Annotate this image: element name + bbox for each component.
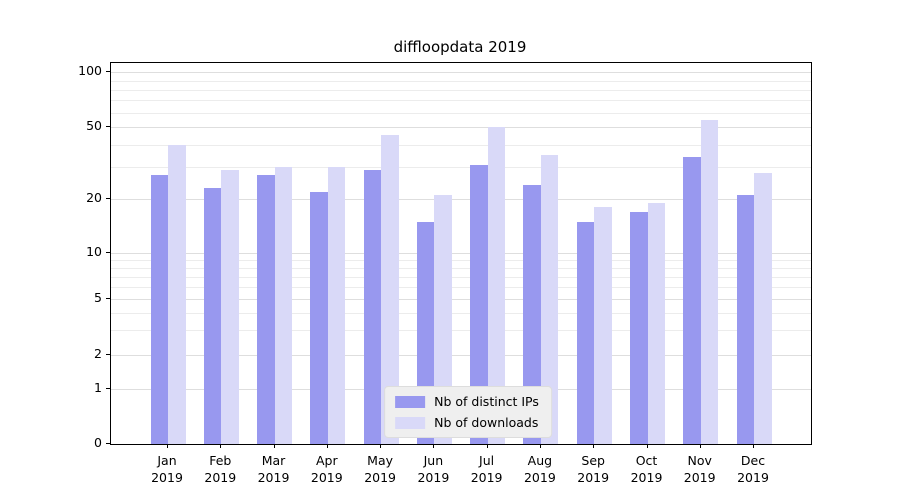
minor-gridline <box>111 286 811 288</box>
x-tick-mark <box>220 444 222 448</box>
minor-gridline <box>111 100 811 102</box>
x-tick-label: Oct 2019 <box>630 453 663 485</box>
bar-downloads <box>540 155 559 444</box>
y-tick-mark <box>106 353 110 355</box>
bar-downloads <box>594 207 612 444</box>
x-tick-mark <box>646 444 648 448</box>
bar-downloads <box>754 172 772 444</box>
y-tick-label: 50 <box>86 118 102 133</box>
bar-downloads <box>327 167 346 444</box>
x-tick-label: Aug 2019 <box>523 453 556 485</box>
x-tick-mark <box>593 444 595 448</box>
y-tick-mark <box>106 252 110 254</box>
y-tick-mark <box>106 126 110 127</box>
major-gridline <box>111 354 811 356</box>
x-tick-label: Jan 2019 <box>151 453 183 485</box>
minor-gridline <box>111 312 811 314</box>
plot-area: Nb of distinct IPs Nb of downloads <box>110 62 812 445</box>
bar-distinct-ips <box>576 221 595 444</box>
x-tick-label: Apr 2019 <box>310 453 343 485</box>
bar-distinct-ips <box>257 175 275 444</box>
major-gridline <box>111 253 811 255</box>
bar-distinct-ips <box>683 157 701 444</box>
y-tick-label: 20 <box>86 190 102 205</box>
legend-swatch-downloads-icon <box>395 416 426 429</box>
minor-gridline <box>111 80 811 82</box>
y-tick-label: 2 <box>94 345 102 361</box>
bar-downloads <box>168 144 186 444</box>
y-tick-mark <box>106 443 110 444</box>
y-tick-mark <box>106 388 110 390</box>
x-tick-label: Dec 2019 <box>737 453 769 485</box>
y-tick-label: 10 <box>86 244 102 260</box>
bar-distinct-ips <box>470 164 488 444</box>
bar-distinct-ips <box>630 211 648 444</box>
x-tick-mark <box>380 444 382 448</box>
bar-downloads <box>647 203 665 444</box>
y-tick-label: 5 <box>94 289 102 305</box>
x-tick-mark <box>699 444 701 448</box>
x-tick-mark <box>326 444 328 448</box>
bar-distinct-ips <box>523 184 541 444</box>
x-tick-mark <box>167 444 168 448</box>
minor-gridline <box>111 144 811 146</box>
bar-downloads <box>700 119 719 444</box>
x-tick-mark <box>433 444 435 448</box>
x-tick-label: Sep 2019 <box>577 453 610 485</box>
legend-label-downloads: Nb of downloads <box>434 415 539 430</box>
legend: Nb of distinct IPs Nb of downloads <box>384 386 552 438</box>
x-tick-label: May 2019 <box>364 453 396 485</box>
y-tick-mark <box>106 297 110 299</box>
x-tick-label: Feb 2019 <box>204 453 237 485</box>
minor-gridline <box>111 267 811 269</box>
x-tick-label: Mar 2019 <box>257 453 290 485</box>
minor-gridline <box>111 260 811 262</box>
minor-gridline <box>111 276 811 278</box>
major-gridline <box>111 199 811 200</box>
x-tick-label: Nov 2019 <box>683 453 716 485</box>
y-tick-label: 100 <box>78 63 102 79</box>
x-tick-mark <box>486 444 488 448</box>
y-tick-label: 0 <box>94 435 102 450</box>
legend-item-distinct-ips: Nb of distinct IPs <box>395 394 539 409</box>
legend-swatch-distinct-ips-icon <box>395 395 426 408</box>
x-tick-label: Jul 2019 <box>470 453 503 485</box>
minor-gridline <box>111 167 811 169</box>
bar-distinct-ips <box>203 188 222 444</box>
bar-downloads <box>221 169 239 444</box>
minor-gridline <box>111 112 811 114</box>
bar-distinct-ips <box>363 169 382 444</box>
major-gridline <box>111 127 811 128</box>
x-tick-mark <box>539 444 541 448</box>
x-tick-mark <box>273 444 275 448</box>
bar-downloads <box>381 135 399 444</box>
bar-distinct-ips <box>150 175 168 444</box>
legend-item-downloads: Nb of downloads <box>395 415 539 430</box>
y-tick-mark <box>106 198 110 199</box>
major-gridline <box>111 298 811 300</box>
y-tick-label: 1 <box>94 380 102 396</box>
minor-gridline <box>111 89 811 91</box>
bar-distinct-ips <box>736 195 754 444</box>
x-tick-label: Jun 2019 <box>417 453 450 485</box>
chart-title: diffloopdata 2019 <box>393 38 527 56</box>
minor-gridline <box>111 330 811 332</box>
bar-distinct-ips <box>310 191 328 444</box>
bar-downloads <box>434 195 452 444</box>
y-tick-mark <box>106 71 110 73</box>
bar-downloads <box>487 127 506 444</box>
legend-label-distinct-ips: Nb of distinct IPs <box>434 394 539 409</box>
x-tick-mark <box>753 444 754 448</box>
bar-downloads <box>274 167 292 444</box>
major-gridline <box>111 72 811 74</box>
